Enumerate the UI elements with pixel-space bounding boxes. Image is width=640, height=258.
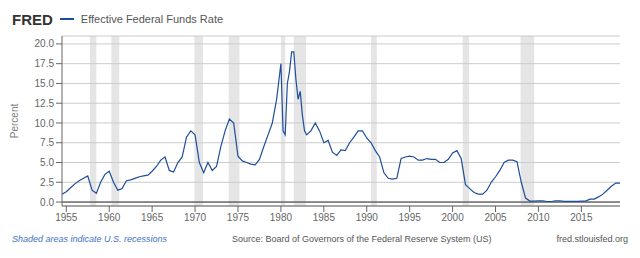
- svg-text:2015: 2015: [570, 212, 593, 223]
- svg-text:1975: 1975: [227, 212, 250, 223]
- svg-text:2000: 2000: [441, 212, 464, 223]
- svg-text:17.5: 17.5: [35, 58, 55, 69]
- svg-text:10.0: 10.0: [35, 118, 55, 129]
- svg-text:15.0: 15.0: [35, 78, 55, 89]
- svg-text:1970: 1970: [184, 212, 207, 223]
- svg-text:1985: 1985: [313, 212, 336, 223]
- svg-text:12.5: 12.5: [35, 98, 55, 109]
- svg-text:Percent: Percent: [9, 104, 20, 139]
- svg-text:1990: 1990: [356, 212, 379, 223]
- svg-text:2010: 2010: [527, 212, 550, 223]
- html-text:FRED: FRED: [12, 10, 53, 28]
- svg-text:2005: 2005: [484, 212, 507, 223]
- html-text:fred.stlouisfed.org: fred.stlouisfed.org: [556, 234, 628, 244]
- html-text:Shaded areas indicate U.S. rec: Shaded areas indicate U.S. recessions: [12, 234, 168, 244]
- svg-text:1965: 1965: [141, 212, 164, 223]
- html-text:Effective Federal Funds Rate: Effective Federal Funds Rate: [80, 13, 224, 25]
- svg-text:1980: 1980: [270, 212, 293, 223]
- svg-text:1995: 1995: [399, 212, 422, 223]
- svg-text:2.5: 2.5: [40, 177, 54, 188]
- svg-text:5.0: 5.0: [40, 157, 54, 168]
- svg-text:1955: 1955: [55, 212, 78, 223]
- svg-text:1960: 1960: [98, 212, 121, 223]
- html-text:Source: Board of Governors of: Source: Board of Governors of the Federa…: [232, 234, 492, 244]
- svg-text:20.0: 20.0: [35, 38, 55, 49]
- svg-text:7.5: 7.5: [40, 137, 54, 148]
- svg-text:0.0: 0.0: [40, 197, 54, 208]
